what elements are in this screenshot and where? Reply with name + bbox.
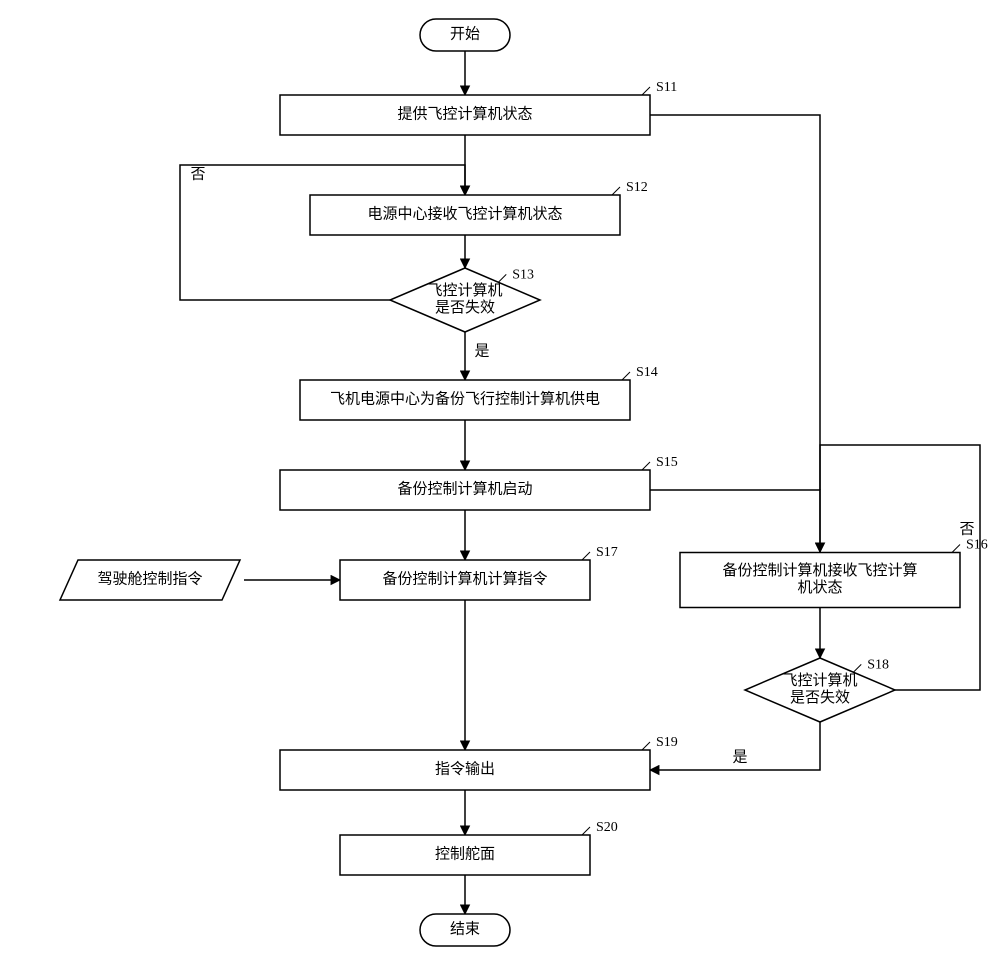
svg-text:S11: S11 [656,80,677,95]
svg-text:S19: S19 [656,735,678,750]
svg-text:飞控计算机: 飞控计算机 [427,281,502,299]
svg-text:S13: S13 [512,267,534,282]
node-s14: 飞机电源中心为备份飞行控制计算机供电 S14 [300,365,658,420]
svg-text:飞机电源中心为备份飞行控制计算机供电: 飞机电源中心为备份飞行控制计算机供电 [330,389,600,407]
svg-text:是否失效: 是否失效 [790,689,850,706]
flowchart-canvas: 是否是否开始提供飞控计算机状态S11电源中心接收飞控计算机状态S12飞控计算机是… [0,0,1000,967]
e-s15-s16 [650,490,820,552]
svg-text:否: 否 [190,166,205,182]
e-s11-right [650,115,820,552]
svg-text:结束: 结束 [450,920,480,937]
svg-text:S18: S18 [867,657,889,672]
svg-text:备份控制计算机启动: 备份控制计算机启动 [397,479,532,497]
svg-text:开始: 开始 [450,25,480,42]
svg-text:S14: S14 [636,365,658,380]
node-s16: 备份控制计算机接收飞控计算机状态 S16 [680,538,988,608]
svg-text:控制舵面: 控制舵面 [435,845,495,862]
svg-text:是: 是 [474,343,489,359]
node-cockpit: 驾驶舱控制指令 [60,560,240,600]
node-end: 结束 [420,914,510,946]
svg-text:S17: S17 [596,545,618,560]
node-s15: 备份控制计算机启动 S15 [280,455,678,510]
svg-text:S15: S15 [656,455,678,470]
svg-text:指令输出: 指令输出 [435,760,495,777]
node-start: 开始 [420,19,510,51]
node-s17: 备份控制计算机计算指令 S17 [340,545,618,600]
svg-text:是否失效: 是否失效 [435,299,495,316]
node-s12: 电源中心接收飞控计算机状态 S12 [310,180,648,235]
node-s19: 指令输出 S19 [280,735,678,790]
svg-text:否: 否 [959,521,974,537]
svg-text:S12: S12 [626,180,648,195]
svg-text:备份控制计算机计算指令: 备份控制计算机计算指令 [382,569,547,587]
node-s11: 提供飞控计算机状态 S11 [280,80,677,135]
svg-text:S16: S16 [966,538,988,553]
node-s20: 控制舵面 S20 [340,820,618,875]
svg-text:备份控制计算机接收飞控计算: 备份控制计算机接收飞控计算 [722,561,917,579]
svg-text:驾驶舱控制指令: 驾驶舱控制指令 [97,570,202,587]
svg-text:提供飞控计算机状态: 提供飞控计算机状态 [397,104,532,122]
svg-text:机状态: 机状态 [797,579,842,596]
svg-text:S20: S20 [596,820,618,835]
svg-text:电源中心接收飞控计算机状态: 电源中心接收飞控计算机状态 [367,204,562,222]
node-s13: 飞控计算机是否失效 S13 [390,267,540,332]
svg-text:是: 是 [732,749,747,765]
node-s18: 飞控计算机是否失效 S18 [745,657,895,722]
svg-text:飞控计算机: 飞控计算机 [782,671,857,689]
